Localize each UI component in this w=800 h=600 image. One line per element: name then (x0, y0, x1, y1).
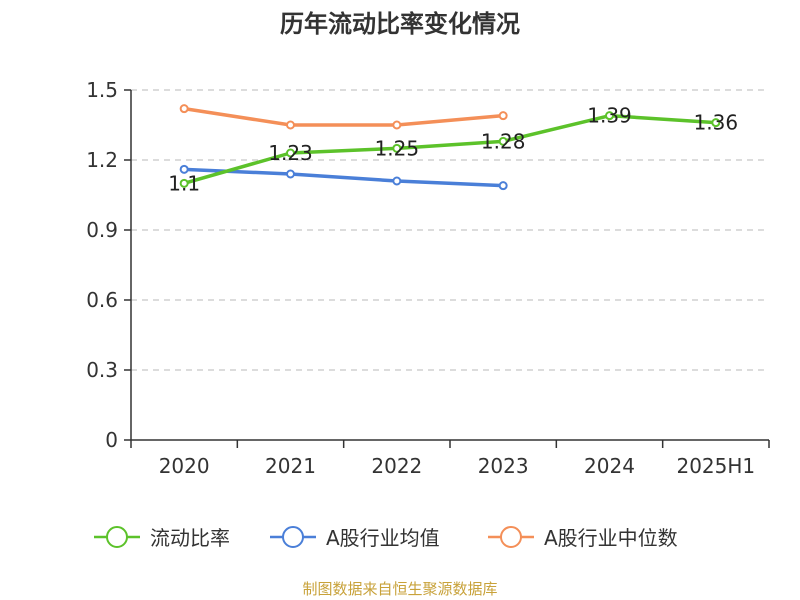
chart-title: 历年流动比率变化情况 (280, 10, 520, 38)
data-label: 1.36 (694, 111, 739, 135)
data-point (286, 169, 295, 179)
x-tick-label: 2020 (159, 454, 210, 478)
y-tick-label: 0.9 (86, 218, 118, 242)
y-tick-label: 0 (105, 428, 118, 452)
legend-label: A股行业均值 (326, 526, 440, 550)
legend[interactable]: 流动比率 A股行业均值 A股行业中位数 (94, 526, 678, 550)
data-label: 1.23 (268, 141, 313, 165)
data-label: 1.1 (168, 171, 200, 195)
data-point (286, 148, 295, 158)
data-label: 1.25 (375, 136, 420, 160)
legend-item-0[interactable]: 流动比率 (94, 526, 230, 550)
grid (131, 89, 769, 371)
data-point (392, 120, 402, 130)
y-tick-label: 1.5 (86, 78, 118, 102)
data-point (498, 136, 508, 146)
y-tick-label: 1.2 (86, 148, 118, 172)
data-point (498, 181, 508, 191)
data-point (392, 176, 402, 186)
legend-item-1[interactable]: A股行业均值 (270, 526, 440, 550)
legend-item-2[interactable]: A股行业中位数 (488, 526, 678, 550)
legend-marker (282, 526, 304, 548)
series-line-0 (182, 113, 718, 186)
series-line-1 (182, 167, 505, 188)
legend-label: 流动比率 (150, 526, 230, 550)
legend-marker (500, 526, 522, 548)
data-labels: 1.1 1.23 1.25 1.28 1.39 1.36 (168, 104, 738, 196)
source-note: 制图数据来自恒生聚源数据库 (302, 580, 497, 598)
data-point (179, 164, 189, 174)
x-tick-label: 2025H1 (676, 454, 755, 478)
legend-label: A股行业中位数 (544, 526, 678, 550)
data-point (605, 111, 614, 121)
x-tick-label: 2022 (371, 454, 422, 478)
y-tick-label: 0.3 (86, 358, 118, 382)
legend-marker (106, 526, 128, 548)
y-tick-label: 0.6 (86, 288, 118, 312)
x-tick-label: 2021 (265, 454, 316, 478)
data-point (179, 104, 189, 114)
axes: 0 0.3 0.6 0.9 1.2 1.5 2020 2021 2022 2023 2024 2025… (86, 78, 770, 478)
data-point (498, 111, 508, 121)
data-label: 1.28 (481, 129, 526, 153)
series-line-2 (182, 106, 505, 127)
data-point (286, 120, 295, 130)
data-label: 1.39 (587, 104, 632, 128)
data-point (179, 178, 189, 188)
data-point (392, 143, 402, 153)
x-tick-label: 2023 (478, 454, 529, 478)
x-tick-label: 2024 (584, 454, 635, 478)
series (179, 104, 721, 191)
data-point (711, 118, 721, 128)
